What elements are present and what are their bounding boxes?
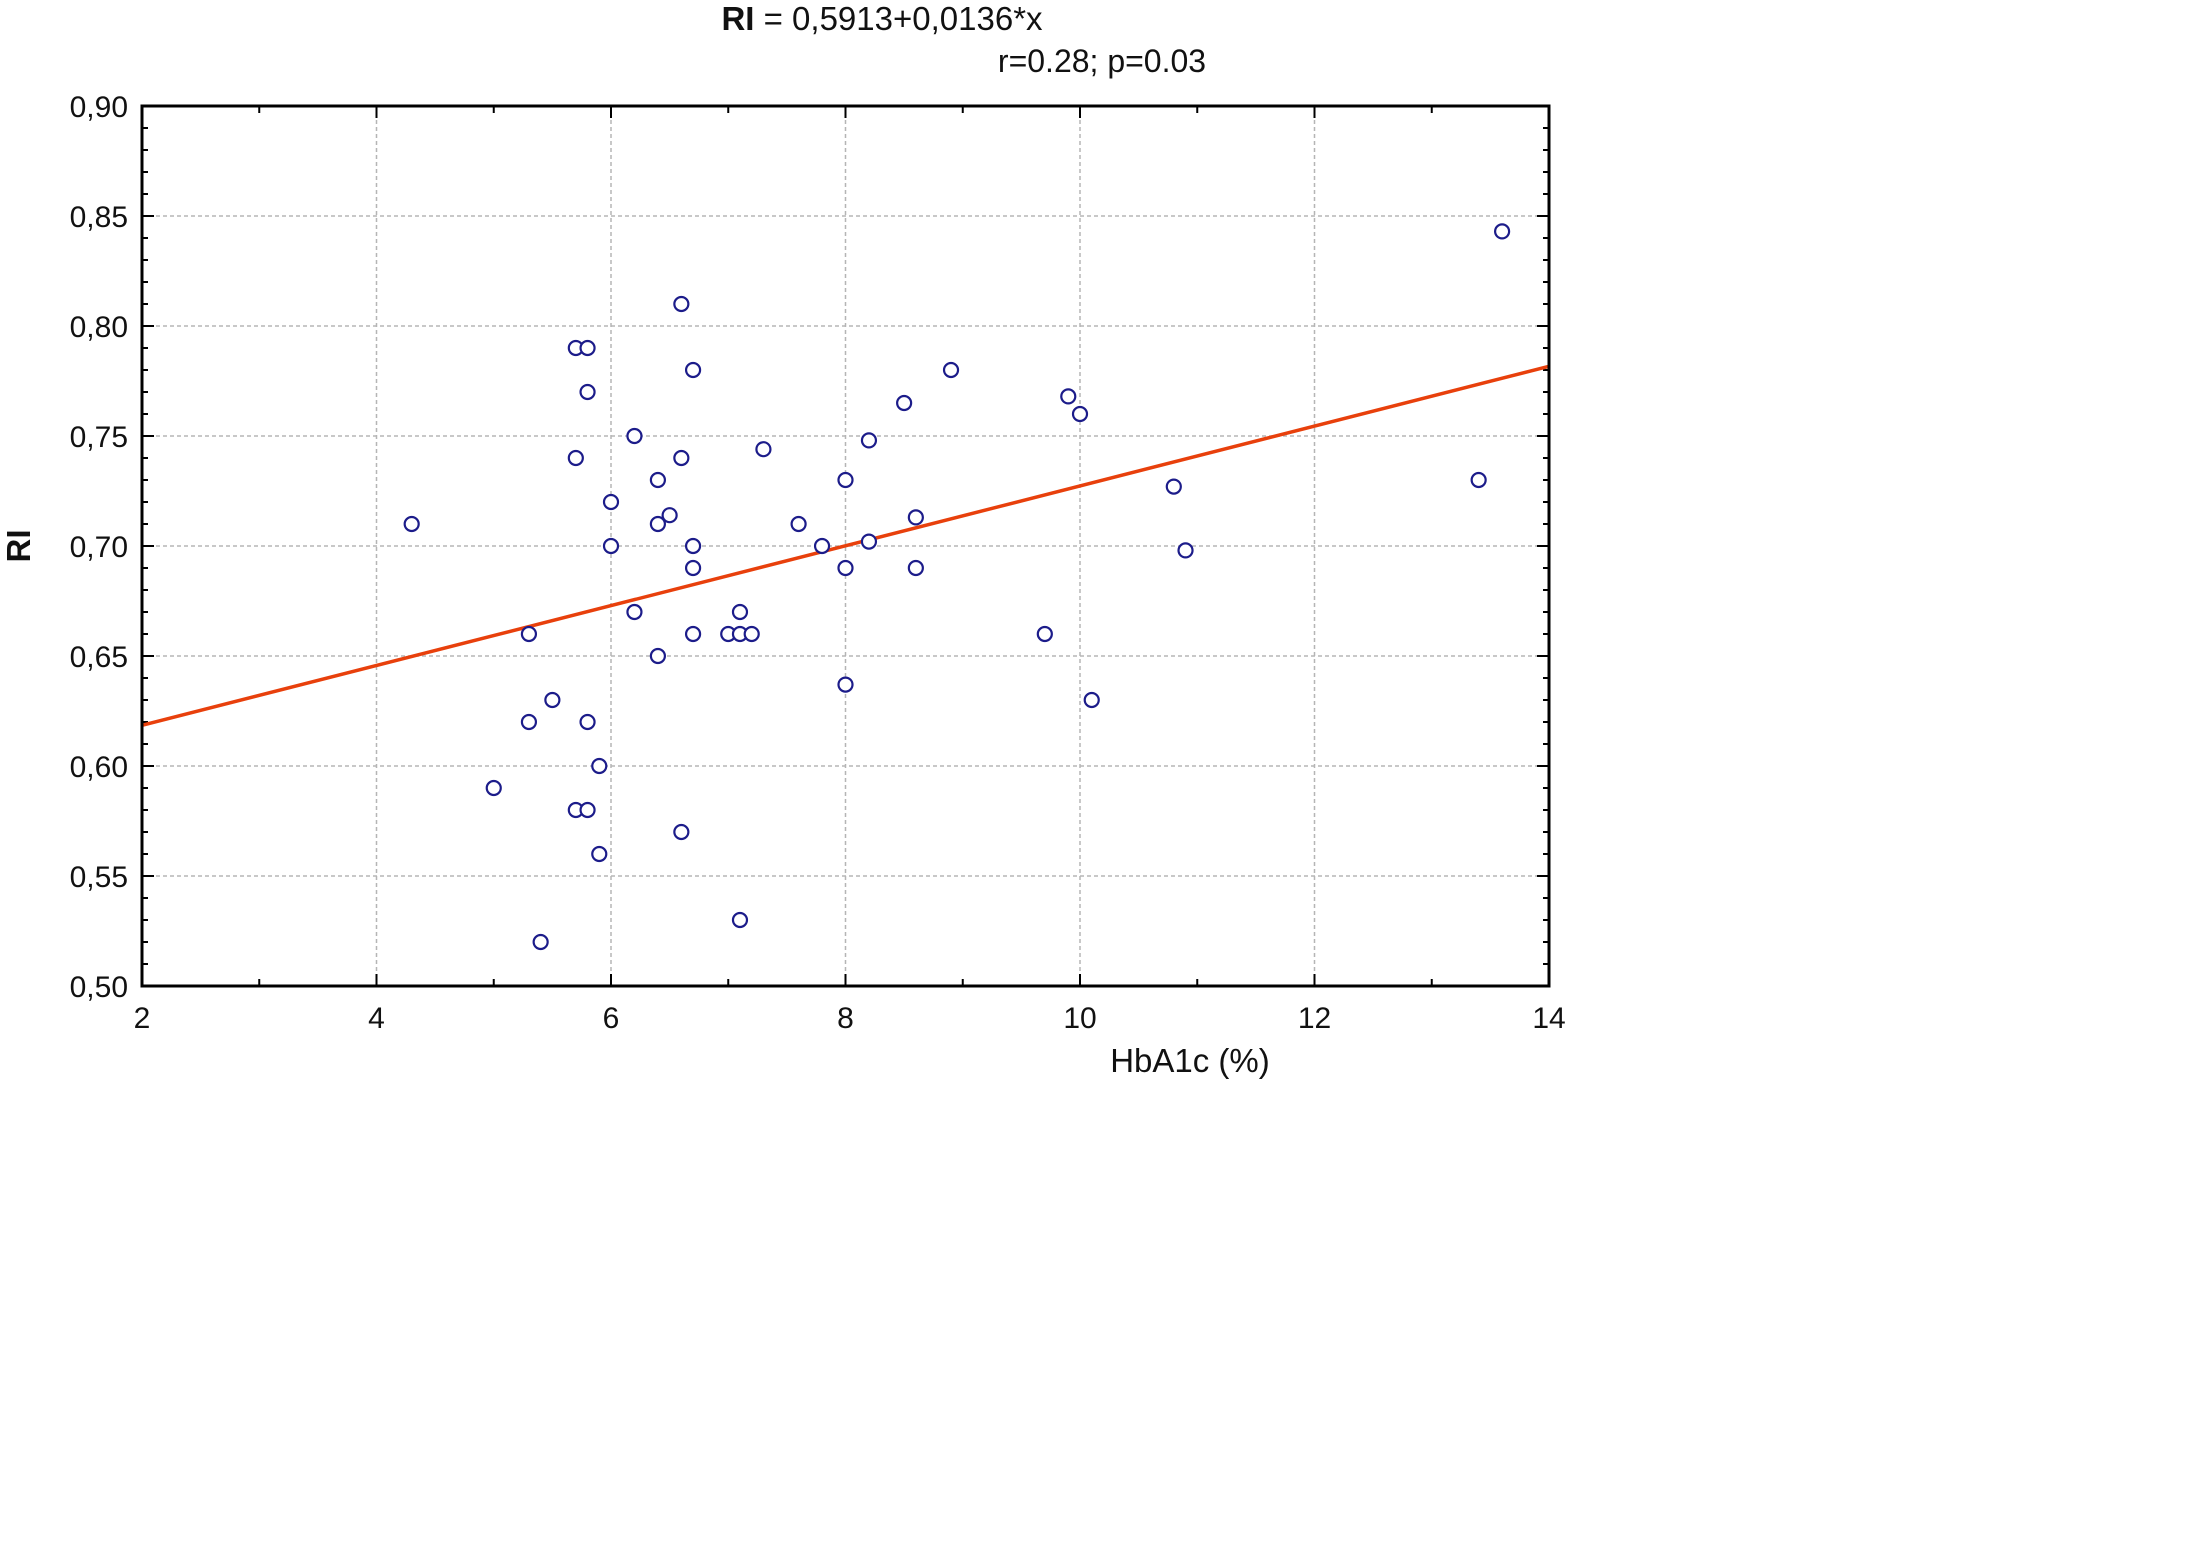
grid-lines: [142, 106, 1549, 986]
data-point: [790, 515, 807, 533]
data-point: [684, 361, 702, 379]
data-point: [837, 676, 854, 693]
data-point: [1083, 691, 1100, 709]
data-point: [485, 779, 502, 797]
y-tick-label: 0,90: [70, 91, 128, 124]
y-tick-label: 0,75: [70, 421, 128, 454]
data-point: [579, 713, 596, 731]
data-point: [1165, 478, 1182, 495]
y-tick-label: 0,65: [70, 641, 128, 674]
data-point: [567, 449, 584, 467]
data-points: [403, 223, 1511, 951]
y-tick-label: 0,60: [70, 751, 128, 784]
chart-subtitle: r=0.28; p=0.03: [998, 43, 1206, 79]
data-point: [544, 691, 561, 709]
plot-frame: [140, 104, 1551, 988]
y-tick-label: 0,55: [70, 861, 128, 894]
data-point: [907, 509, 924, 526]
data-point: [626, 427, 643, 445]
x-tick-label: 8: [837, 1002, 854, 1035]
data-point: [673, 295, 690, 313]
data-point: [860, 432, 878, 449]
data-point: [591, 757, 608, 775]
data-point: [602, 493, 620, 511]
data-point: [579, 383, 596, 401]
x-tick-label: 14: [1532, 1002, 1565, 1035]
regression-line: [141, 364, 1550, 727]
data-point: [684, 537, 702, 555]
data-point: [837, 471, 854, 489]
data-point: [896, 394, 913, 412]
title-equation: = 0,5913+0,0136*x: [754, 0, 1043, 37]
chart-title: RI = 0,5913+0,0136*x: [721, 0, 1043, 37]
y-tick-label: 0,85: [70, 201, 128, 234]
data-point: [684, 625, 702, 643]
data-point: [579, 339, 596, 357]
data-point: [755, 441, 772, 458]
data-point: [649, 471, 667, 489]
data-point: [731, 911, 749, 929]
data-point: [673, 449, 690, 467]
data-point: [591, 845, 608, 863]
data-point: [403, 515, 420, 533]
x-tick-label: 4: [368, 1002, 385, 1035]
data-point: [1036, 625, 1053, 643]
y-axis-label: RI: [0, 530, 37, 563]
data-point: [602, 537, 620, 555]
data-point: [860, 533, 878, 550]
x-tick-labels: 2 4 6 8 10 12 14: [134, 1002, 1566, 1035]
data-point: [743, 625, 760, 643]
data-point: [1060, 388, 1077, 405]
data-point: [942, 361, 960, 379]
x-tick-label: 12: [1298, 1002, 1331, 1035]
data-point: [837, 559, 854, 577]
data-point: [661, 507, 678, 524]
data-point: [684, 559, 702, 577]
y-tick-label: 0,80: [70, 311, 128, 344]
x-tick-label: 10: [1063, 1002, 1096, 1035]
data-point: [813, 537, 831, 555]
data-point: [520, 713, 538, 731]
data-point: [907, 559, 924, 577]
data-point: [649, 647, 667, 665]
data-point: [532, 933, 549, 951]
x-axis-label: HbA1c (%): [1110, 1042, 1270, 1079]
y-tick-labels: 0,50 0,55 0,60 0,65 0,70 0,75 0,80 0,85 0,90: [70, 91, 128, 1004]
x-tick-label: 6: [603, 1002, 620, 1035]
data-point: [520, 625, 538, 643]
title-variable: RI: [721, 0, 754, 37]
data-point: [1470, 471, 1487, 489]
data-point: [1177, 542, 1194, 559]
data-point: [579, 801, 596, 819]
x-tick-label: 2: [134, 1002, 151, 1035]
data-point: [731, 603, 749, 621]
data-point: [649, 515, 667, 533]
data-point: [626, 603, 643, 621]
data-point: [1071, 405, 1089, 423]
y-tick-label: 0,50: [70, 971, 128, 1004]
y-tick-label: 0,70: [70, 531, 128, 564]
data-point: [673, 823, 690, 841]
data-point: [1493, 223, 1511, 240]
